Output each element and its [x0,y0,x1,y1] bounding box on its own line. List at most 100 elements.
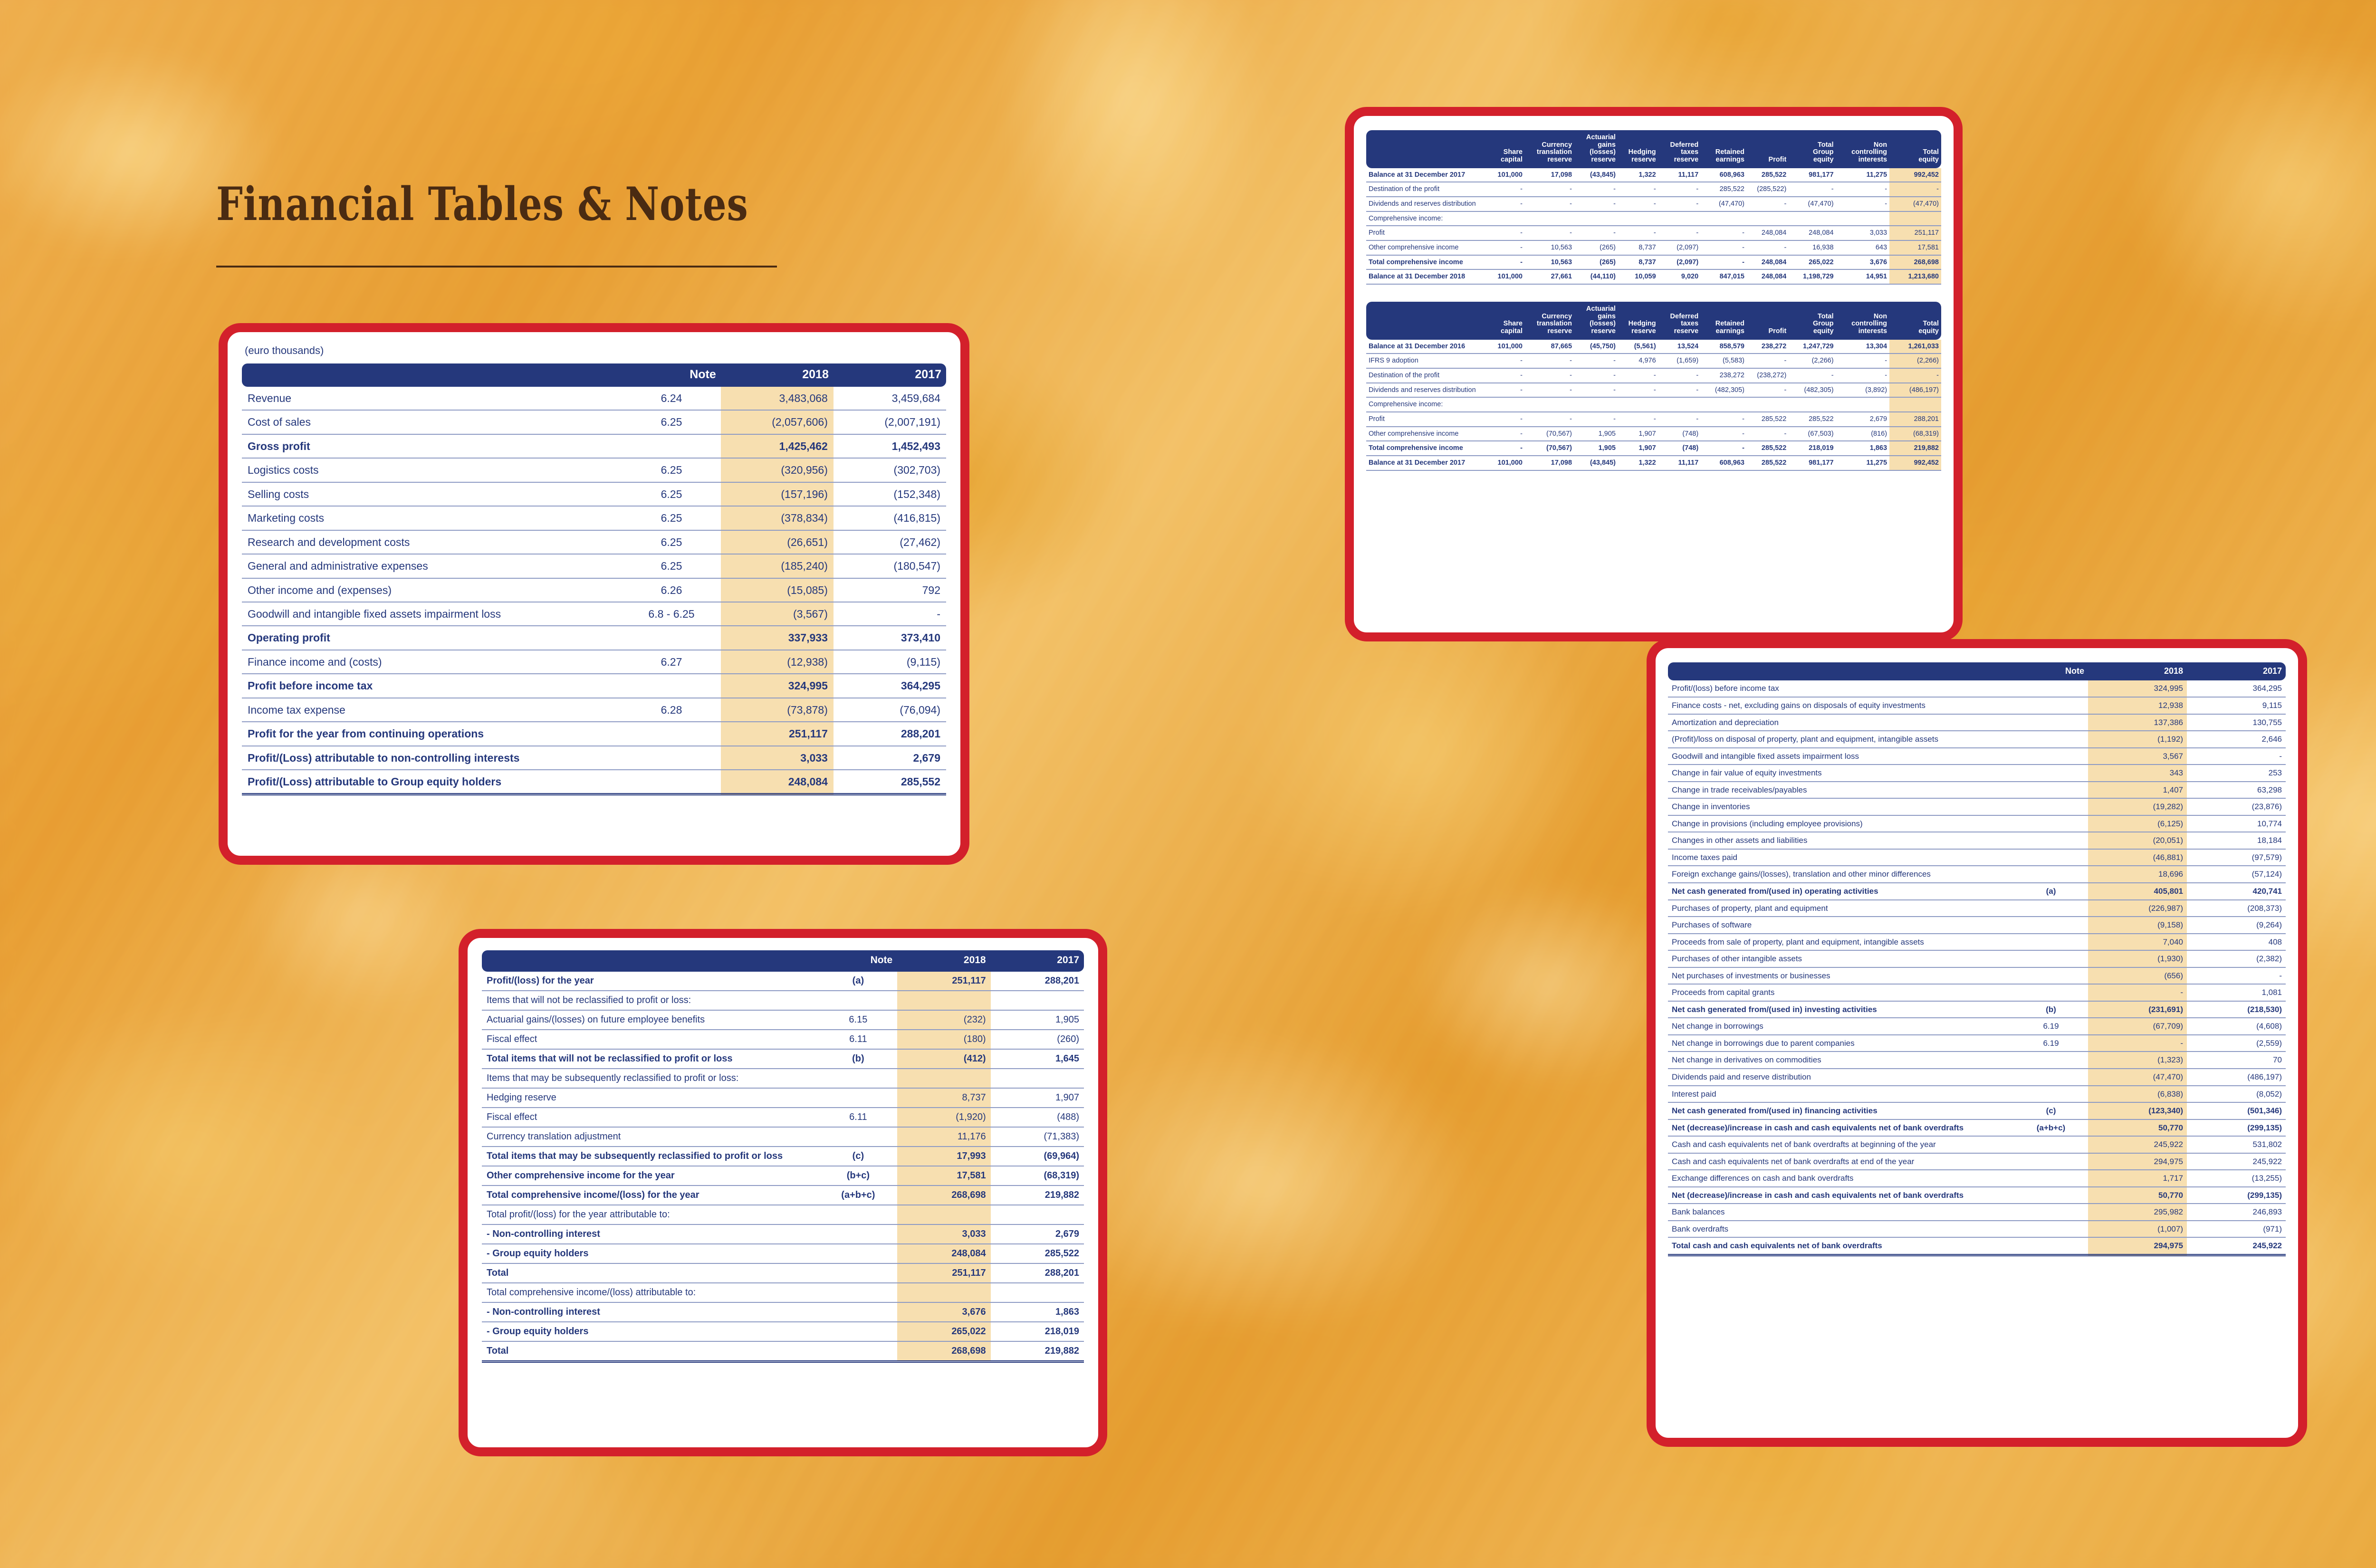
row-label: Interest paid [1668,1085,2014,1103]
row-value-2017: 219,882 [990,1341,1084,1363]
row-value-2017: 1,645 [990,1049,1084,1069]
row-value-10: - [1889,182,1941,197]
row-label: Goodwill and intangible fixed assets imp… [242,602,623,627]
row-value-2018: (1,930) [2088,950,2187,968]
row-value-4: 4,976 [1618,354,1658,369]
row-value-3: (265) [1574,255,1618,270]
row-value-2017 [990,1205,1084,1225]
table-row: Operating profit 337,933 373,410 [242,626,946,650]
row-value-2017: (486,197) [2187,1069,2286,1086]
row-value-2018: 294,975 [2088,1237,2187,1257]
table-row: Cash and cash equivalents net of bank ov… [1668,1136,2286,1154]
row-note: (b+c) [819,1166,898,1186]
row-note [819,1224,898,1244]
row-value-9: - [1836,182,1890,197]
row-value-3: (44,110) [1574,269,1618,285]
row-value-5: 9,020 [1658,269,1701,285]
table-header-row: Note 2018 2017 [482,950,1084,972]
table-row: Profit/(loss) for the year (a) 251,117 288,… [482,971,1084,991]
row-note [622,746,721,771]
row-label: Total comprehensive income/(loss) for th… [482,1185,819,1205]
row-value-5: - [1658,226,1701,241]
row-value-6: 608,963 [1701,168,1747,183]
row-note: (a+b+c) [819,1185,898,1205]
row-value-3: (45,750) [1574,339,1618,354]
row-label: Balance at 31 December 2016 [1366,339,1485,354]
row-value-2018: (2,057,606) [720,410,834,435]
row-value-2018: 405,801 [2088,883,2187,900]
row-note: (a) [819,971,898,991]
row-note [819,1263,898,1283]
row-value-2018: 1,717 [2088,1170,2187,1187]
table-row: Net change in borrowings 6.19 (67,709) (4,6… [1668,1018,2286,1035]
row-value-2018: 3,033 [897,1224,991,1244]
table-row: Proceeds from sale of property, plant an… [1668,933,2286,951]
row-value-2018: 3,033 [720,746,834,771]
row-value-4 [1618,397,1658,412]
row-value-2018: 17,993 [897,1146,991,1166]
row-note: (b) [819,1049,898,1069]
row-label: Cash and cash equivalents net of bank ov… [1668,1136,2014,1154]
row-label: Total comprehensive income [1366,441,1485,456]
row-value-8: 218,019 [1789,441,1836,456]
column-header-actuarial-gains-losses-reserve: Actuarial gains (losses) reserve [1574,302,1618,340]
row-note: 6.27 [622,650,721,675]
row-note [2014,1237,2088,1257]
row-value-2017: (68,319) [990,1166,1084,1186]
row-value-2018: (6,838) [2088,1085,2187,1103]
row-note [819,1243,898,1264]
row-value-2017: (76,094) [833,698,946,723]
row-note [2014,747,2088,765]
table-row: Balance at 31 December 2018 101,000 27,661… [1366,269,1941,285]
row-note: 6.19 [2014,1018,2088,1035]
column-header-profit: Profit [1746,130,1789,168]
row-note: 6.25 [622,482,721,507]
table-row: Total cash and cash equivalents net of b… [1668,1237,2286,1257]
row-value-2018: (73,878) [720,698,834,723]
row-value-2017: 130,755 [2187,714,2286,732]
comprehensive-income-body: Profit/(loss) for the year (a) 251,117 288,… [482,971,1084,1363]
row-value-2017: 245,922 [2187,1153,2286,1171]
row-note: 6.25 [622,554,721,579]
table-row: Total comprehensive income - (70,567) 1,905… [1366,441,1941,456]
row-value-2017: 218,019 [990,1321,1084,1342]
row-note [622,626,721,650]
row-value-2018: 1,425,462 [720,434,834,459]
row-value-7: - [1746,196,1789,212]
table-header-row: Note 2018 2017 [242,363,946,387]
statement-of-changes-in-equity-card: Share capital Currency translation reserve Ac… [1345,107,1963,641]
table-row: Cash and cash equivalents net of bank ov… [1668,1153,2286,1171]
table-row: Proceeds from capital grants -1,081 [1668,984,2286,1002]
row-value-2017: (260) [990,1029,1084,1050]
row-label: - Non-controlling interest [482,1224,819,1244]
row-value-9: 11,275 [1836,168,1890,183]
row-value-7: 285,522 [1746,441,1789,456]
row-value-2017: (299,135) [2187,1119,2286,1137]
page-title: Financial Tables & Notes [216,177,748,231]
row-value-2: 10,563 [1524,255,1575,270]
table-row: Marketing costs 6.25 (378,834) (416,815) [242,506,946,531]
table-row: Bank balances 295,982 246,893 [1668,1204,2286,1221]
table-row: Logistics costs 6.25 (320,956) (302,703) [242,458,946,483]
cash-flow-statement-card: Note 2018 2017 Profit/(loss) before inco… [1647,639,2307,1447]
row-value-8: 285,522 [1789,411,1836,427]
row-value-1: 101,000 [1484,339,1525,354]
column-header-non-controlling-interests: Non controlling interests [1836,302,1890,340]
row-note [2014,781,2088,799]
row-value-2018: 343 [2088,765,2187,782]
row-value-5: (1,659) [1658,354,1701,369]
row-value-2018: 1,407 [2088,781,2187,799]
row-value-2018: (185,240) [720,554,834,579]
row-value-8 [1789,211,1836,227]
row-label: Total profit/(loss) for the year attribu… [482,1205,819,1225]
table-row: Profit/(Loss) attributable to non-contro… [242,746,946,771]
row-value-2018: 11,176 [897,1127,991,1147]
row-value-9 [1836,397,1890,412]
row-label: Finance income and (costs) [242,650,623,675]
row-value-2017: 364,295 [833,674,946,698]
table-row: Total items that may be subsequently rec… [482,1146,1084,1166]
row-value-2: (70,567) [1524,441,1575,456]
table-row: Net (decrease)/increase in cash and cash… [1668,1186,2286,1205]
row-note [2014,917,2088,934]
row-value-2018: 268,698 [897,1341,991,1363]
